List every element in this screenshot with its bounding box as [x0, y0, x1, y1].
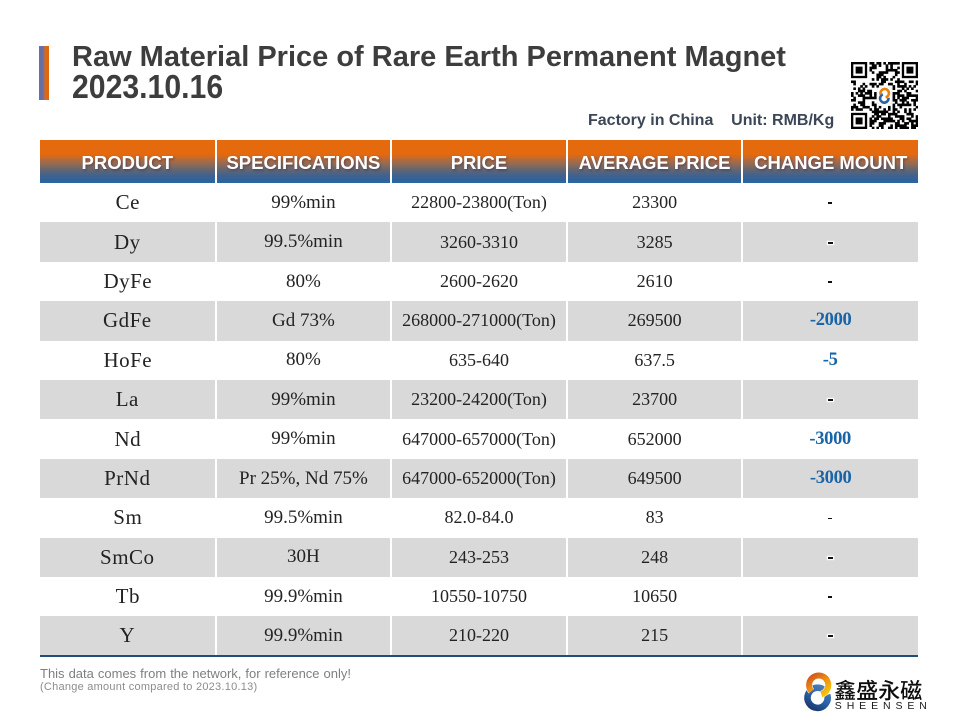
svg-text:SHEENSEN: SHEENSEN — [835, 700, 932, 712]
